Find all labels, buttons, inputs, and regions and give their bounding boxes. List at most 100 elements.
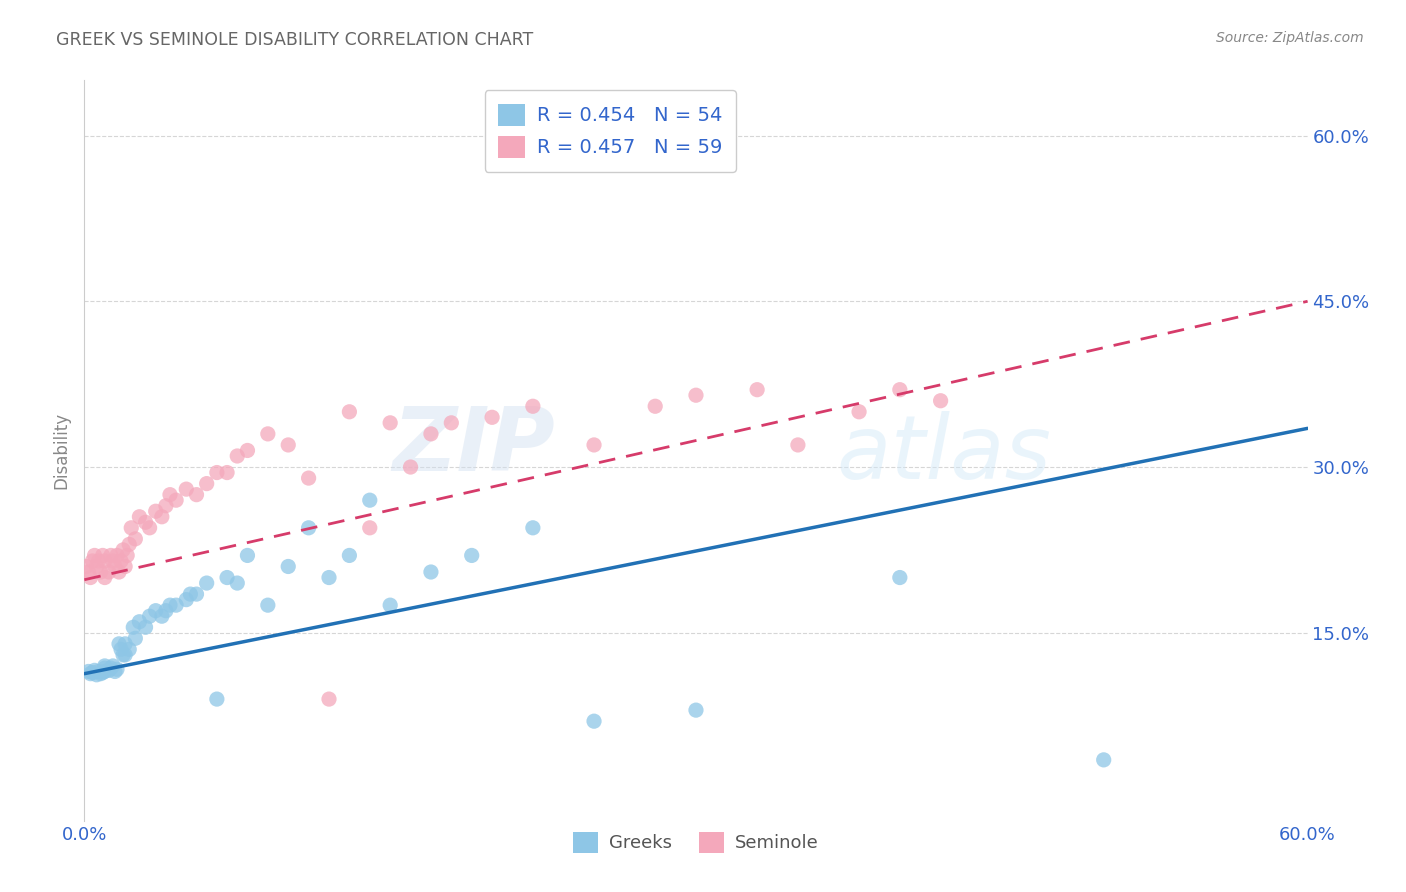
Point <box>104 559 127 574</box>
Point <box>583 438 606 452</box>
Point <box>145 504 167 518</box>
Point <box>257 598 280 612</box>
Text: atlas: atlas <box>837 411 1052 497</box>
Point <box>114 637 136 651</box>
Point <box>101 554 124 568</box>
Point <box>1092 753 1115 767</box>
Point <box>644 399 666 413</box>
Point <box>318 570 340 584</box>
Point <box>83 664 105 678</box>
Point <box>110 554 132 568</box>
Point <box>82 665 104 680</box>
Point <box>128 509 150 524</box>
Point <box>93 554 115 568</box>
Text: GREEK VS SEMINOLE DISABILITY CORRELATION CHART: GREEK VS SEMINOLE DISABILITY CORRELATION… <box>56 31 533 49</box>
Point <box>165 598 187 612</box>
Point <box>174 482 197 496</box>
Point <box>195 476 218 491</box>
Point <box>298 471 321 485</box>
Point <box>217 466 239 480</box>
Point <box>86 559 108 574</box>
Point <box>115 549 138 563</box>
Point <box>848 405 870 419</box>
Point <box>86 667 108 681</box>
Y-axis label: Disability: Disability <box>52 412 70 489</box>
Point <box>150 609 173 624</box>
Point <box>165 493 187 508</box>
Point <box>522 399 544 413</box>
Point <box>186 488 208 502</box>
Point <box>929 393 952 408</box>
Point <box>257 426 280 441</box>
Point <box>91 665 114 680</box>
Point <box>685 703 707 717</box>
Point <box>889 570 911 584</box>
Point <box>179 587 201 601</box>
Point <box>236 549 259 563</box>
Point <box>226 449 249 463</box>
Point <box>217 570 239 584</box>
Point <box>135 516 157 530</box>
Point <box>339 549 361 563</box>
Point <box>97 664 120 678</box>
Point <box>104 665 127 679</box>
Point <box>77 565 100 579</box>
Point <box>97 565 120 579</box>
Point <box>420 565 443 579</box>
Point <box>112 648 135 662</box>
Point <box>380 598 402 612</box>
Point <box>91 549 114 563</box>
Point <box>83 549 105 563</box>
Point <box>87 665 110 679</box>
Point <box>205 466 228 480</box>
Point <box>138 521 160 535</box>
Point <box>138 609 160 624</box>
Point <box>100 661 122 675</box>
Point <box>359 521 381 535</box>
Point <box>105 662 128 676</box>
Point <box>522 521 544 535</box>
Point <box>339 405 361 419</box>
Point <box>159 488 181 502</box>
Point <box>277 559 299 574</box>
Point <box>481 410 503 425</box>
Point <box>747 383 769 397</box>
Point <box>236 443 259 458</box>
Text: Source: ZipAtlas.com: Source: ZipAtlas.com <box>1216 31 1364 45</box>
Point <box>124 632 146 646</box>
Point <box>118 642 141 657</box>
Point <box>93 659 115 673</box>
Point <box>155 499 177 513</box>
Point <box>380 416 402 430</box>
Point <box>399 460 422 475</box>
Point <box>159 598 181 612</box>
Point <box>186 587 208 601</box>
Point <box>787 438 810 452</box>
Point <box>79 666 101 681</box>
Point <box>150 509 173 524</box>
Point <box>114 648 136 662</box>
Point <box>889 383 911 397</box>
Point <box>112 542 135 557</box>
Point <box>90 666 112 681</box>
Legend: Greeks, Seminole: Greeks, Seminole <box>562 821 830 863</box>
Point <box>195 576 218 591</box>
Point <box>100 549 122 563</box>
Point <box>128 615 150 629</box>
Point <box>440 416 463 430</box>
Point <box>79 570 101 584</box>
Text: ZIP: ZIP <box>392 403 555 491</box>
Point <box>101 659 124 673</box>
Point <box>90 565 112 579</box>
Point <box>122 620 145 634</box>
Point <box>226 576 249 591</box>
Point <box>118 537 141 551</box>
Point <box>87 554 110 568</box>
Point <box>75 559 97 574</box>
Point <box>583 714 606 729</box>
Point <box>359 493 381 508</box>
Point <box>174 592 197 607</box>
Point <box>93 661 115 675</box>
Point <box>105 549 128 563</box>
Point <box>135 620 157 634</box>
